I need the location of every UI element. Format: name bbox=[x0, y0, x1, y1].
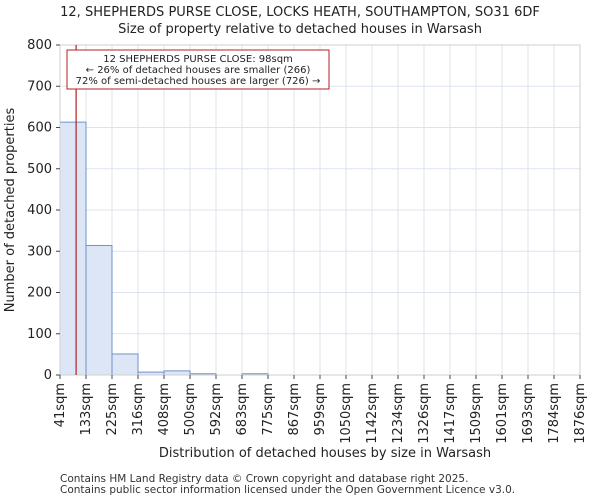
x-tick-label: 1234sqm bbox=[391, 383, 406, 444]
bar-408sqm bbox=[163, 370, 191, 376]
x-tick-label: 225sqm bbox=[105, 383, 120, 436]
x-tick-label: 592sqm bbox=[209, 383, 224, 436]
x-tick-label: 959sqm bbox=[313, 383, 328, 436]
x-tick-label: 316sqm bbox=[131, 383, 146, 436]
y-tick-label: 700 bbox=[27, 79, 52, 94]
x-tick-label: 41sqm bbox=[53, 383, 68, 427]
annotation-line-1: 12 SHEPHERDS PURSE CLOSE: 98sqm bbox=[103, 54, 293, 65]
bar-41sqm bbox=[59, 121, 87, 376]
y-tick-label: 300 bbox=[27, 244, 52, 259]
x-tick-label: 1050sqm bbox=[339, 383, 354, 444]
y-axis-label: Number of detached properties bbox=[3, 108, 18, 313]
x-tick-label: 1784sqm bbox=[547, 383, 562, 444]
y-tick-label: 200 bbox=[27, 286, 52, 301]
y-tick-label: 0 bbox=[44, 368, 52, 383]
footer-line-1: Contains HM Land Registry data © Crown c… bbox=[60, 473, 469, 485]
x-tick-label: 867sqm bbox=[287, 383, 302, 436]
x-tick-label: 1142sqm bbox=[365, 383, 380, 444]
chart-subtitle: Size of property relative to detached ho… bbox=[118, 22, 482, 37]
x-tick-label: 133sqm bbox=[79, 383, 94, 436]
annotation-line-3: 72% of semi-detached houses are larger (… bbox=[76, 76, 321, 87]
x-tick-label: 775sqm bbox=[261, 383, 276, 436]
x-tick-label: 1876sqm bbox=[573, 383, 588, 444]
bars bbox=[59, 121, 269, 376]
x-tick-label: 500sqm bbox=[183, 383, 198, 436]
x-tick-label: 1509sqm bbox=[469, 383, 484, 444]
x-tick-label: 1417sqm bbox=[443, 383, 458, 444]
annotation-frame bbox=[66, 49, 330, 90]
footer-line-2: Contains public sector information licen… bbox=[60, 484, 516, 496]
x-tick-label: 1601sqm bbox=[495, 383, 510, 444]
y-tick-label: 400 bbox=[27, 203, 52, 218]
bar-225sqm bbox=[111, 353, 139, 376]
y-tick-label: 100 bbox=[27, 327, 52, 342]
y-tick-label: 600 bbox=[27, 121, 52, 136]
annotation-box: 12 SHEPHERDS PURSE CLOSE: 98sqm ← 26% of… bbox=[66, 49, 330, 90]
x-tick-label: 408sqm bbox=[157, 383, 172, 436]
chart-title: 12, SHEPHERDS PURSE CLOSE, LOCKS HEATH, … bbox=[60, 5, 540, 20]
annotation-line-2: ← 26% of detached houses are smaller (26… bbox=[86, 65, 311, 76]
x-tick-label: 683sqm bbox=[235, 383, 250, 436]
x-tick-label: 1326sqm bbox=[417, 383, 432, 444]
grid bbox=[59, 44, 581, 376]
x-ticks: 41sqm 133sqm 225sqm 316sqm 408sqm 500sqm 592sq… bbox=[53, 375, 588, 444]
y-tick-label: 800 bbox=[27, 38, 52, 53]
y-tick-label: 500 bbox=[27, 162, 52, 177]
bar-133sqm bbox=[85, 244, 113, 376]
x-axis-label: Distribution of detached houses by size … bbox=[159, 446, 491, 461]
y-ticks: 0 100 200 300 400 500 600 700 800 bbox=[27, 38, 60, 383]
x-tick-label: 1693sqm bbox=[521, 383, 536, 444]
